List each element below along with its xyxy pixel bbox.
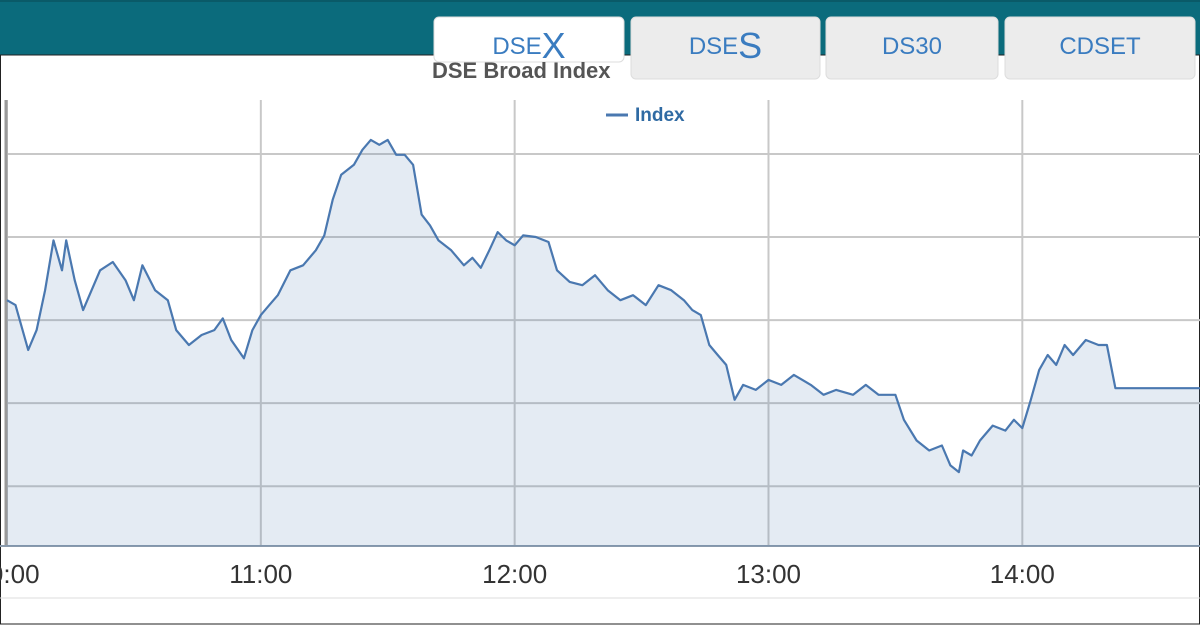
tab[interactable]: CDSET [1004,16,1196,80]
chart-title: DSE Broad Index [432,58,611,83]
header-edge [0,0,1200,2]
tab[interactable]: DS30 [825,16,999,80]
area [7,139,1200,546]
tab-text[interactable]: DS30 [882,33,942,60]
x-tick-label: 11:00 [229,559,292,589]
tab-bg[interactable] [630,16,821,80]
tab-big-letter[interactable]: S [738,25,762,66]
tab-bg[interactable] [433,16,625,63]
legend-label: Index [635,105,685,126]
tab-label[interactable]: DSES [689,25,762,66]
x-tick-label: 10:00 [0,559,40,589]
tab-text[interactable]: DSE [492,33,541,60]
chart: DSE Broad Index 10:00 11:00 12:00 13:00 14:00… [0,58,1200,599]
tab-label[interactable]: CDSET [1059,33,1141,60]
tab-label[interactable]: DSEX [492,25,565,66]
line [6,138,1200,474]
tab-text[interactable]: DSE [689,33,738,60]
tab-bg[interactable] [825,16,999,80]
x-tick-label: 12:00 [482,559,547,589]
tab-bg[interactable] [1004,16,1196,80]
frame [0,54,1200,625]
tab[interactable]: DSEX [433,16,625,66]
tab-big-letter[interactable]: X [542,25,566,66]
tab[interactable]: DSES [630,16,821,80]
x-tick-label: 14:00 [990,559,1055,589]
tab-label[interactable]: DS30 [882,33,942,60]
x-tick-label: 13:00 [736,559,801,589]
tab-bar: DSEX DSES DS30 CDSET [433,16,1196,80]
tab-text[interactable]: CDSET [1059,33,1141,60]
